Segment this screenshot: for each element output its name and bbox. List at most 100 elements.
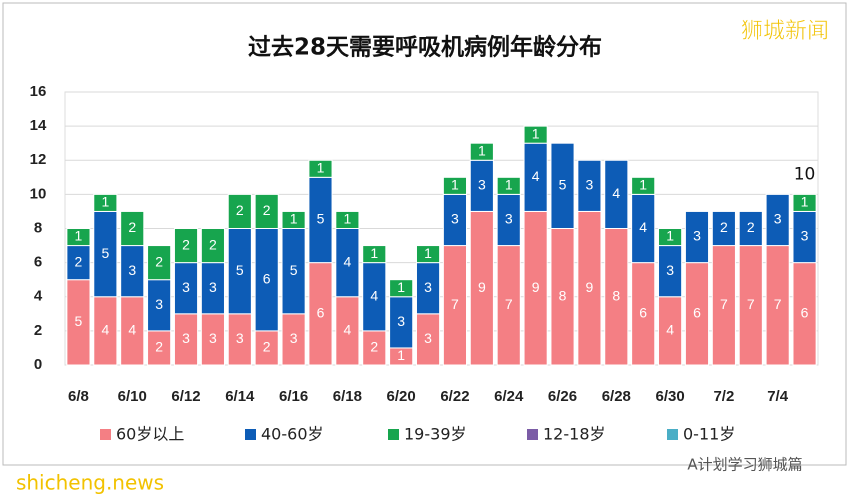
x-tick-label: 7/2 <box>713 388 734 405</box>
x-tick-label: 6/28 <box>602 388 631 405</box>
legend-marker <box>388 429 399 440</box>
data-label: 4 <box>101 322 109 338</box>
data-label: 7 <box>774 296 782 312</box>
data-label: 4 <box>532 168 540 184</box>
data-label: 2 <box>263 202 271 218</box>
data-label: 2 <box>236 202 244 218</box>
bar-segment <box>523 125 548 144</box>
bar-segment <box>362 245 387 264</box>
bar-segment <box>604 159 629 229</box>
bar-segment <box>281 210 306 229</box>
data-label: 5 <box>236 262 244 278</box>
data-label: 3 <box>774 211 782 227</box>
data-label: 7 <box>720 296 728 312</box>
data-label: 1 <box>478 142 486 158</box>
watermark-site: shicheng.news <box>16 471 164 495</box>
data-label: 3 <box>505 211 513 227</box>
data-label: 3 <box>451 211 459 227</box>
legend-label: 0-11岁 <box>683 425 735 444</box>
data-label: 3 <box>155 296 163 312</box>
x-tick-label: 6/10 <box>118 388 147 405</box>
bar-segment <box>496 176 521 195</box>
data-label: 1 <box>451 177 459 193</box>
bar-segment <box>550 142 575 229</box>
y-tick-label: 14 <box>30 117 47 134</box>
data-label: 4 <box>128 322 136 338</box>
data-label: 6 <box>263 270 271 286</box>
data-label: 3 <box>424 330 432 346</box>
bar-segment <box>658 228 683 247</box>
data-label: 7 <box>747 296 755 312</box>
x-tick-label: 6/26 <box>548 388 577 405</box>
bar-segment <box>66 228 91 247</box>
y-tick-label: 8 <box>34 219 42 236</box>
data-label: 3 <box>182 279 190 295</box>
data-label: 1 <box>75 228 83 244</box>
x-tick-label: 6/14 <box>225 388 255 405</box>
data-label: 4 <box>639 219 647 235</box>
x-tick-label: 6/20 <box>387 388 416 405</box>
data-label: 1 <box>639 177 647 193</box>
data-label: 2 <box>747 219 755 235</box>
data-label: 9 <box>532 279 540 295</box>
legend-marker <box>245 429 256 440</box>
data-label: 8 <box>559 287 567 303</box>
data-label: 4 <box>370 287 378 303</box>
chart-title: 过去28天需要呼吸机病例年龄分布 <box>248 34 602 61</box>
frame <box>2 2 847 466</box>
data-label: 3 <box>478 177 486 193</box>
data-label: 3 <box>666 262 674 278</box>
data-label: 2 <box>75 253 83 269</box>
data-label: 3 <box>801 228 809 244</box>
y-tick-label: 16 <box>30 83 47 100</box>
data-label: 1 <box>424 245 432 261</box>
data-label: 2 <box>720 219 728 235</box>
bar-segment <box>93 193 118 212</box>
bar-segment <box>765 193 790 247</box>
watermark-brand: 狮城新闻 <box>741 19 829 44</box>
legend-label: 19-39岁 <box>404 425 467 444</box>
y-tick-label: 4 <box>34 288 43 305</box>
data-label: 2 <box>128 219 136 235</box>
bar-segment <box>738 210 763 247</box>
legend-label: 60岁以上 <box>116 425 184 444</box>
data-label: 2 <box>209 236 217 252</box>
bar-segment <box>200 228 225 264</box>
x-tick-label: 6/8 <box>68 388 89 405</box>
data-label: 6 <box>317 305 325 321</box>
data-label: 6 <box>801 305 809 321</box>
data-label: 2 <box>182 236 190 252</box>
data-label: 3 <box>209 279 217 295</box>
data-label: 3 <box>693 228 701 244</box>
x-tick-label: 6/22 <box>440 388 469 405</box>
data-label: 5 <box>75 313 83 329</box>
data-label: 2 <box>370 339 378 355</box>
bar-segment <box>442 176 468 195</box>
data-label: 4 <box>343 322 351 338</box>
data-label: 5 <box>101 245 109 261</box>
data-label: 4 <box>612 185 620 201</box>
data-label: 3 <box>290 330 298 346</box>
data-label: 1 <box>801 194 809 210</box>
legend-label: 12-18岁 <box>543 425 606 444</box>
data-label: 1 <box>397 347 405 363</box>
bar-segment <box>335 210 360 229</box>
x-tick-label: 6/16 <box>279 388 308 405</box>
bar-segment <box>631 176 656 195</box>
data-label: 6 <box>639 305 647 321</box>
data-label: 2 <box>263 339 271 355</box>
watermark-account: A计划学习狮城篇 <box>687 456 802 474</box>
data-label: 4 <box>666 322 674 338</box>
bar-segment <box>254 193 279 229</box>
bar-segment <box>227 193 252 229</box>
bar-segment <box>684 210 710 264</box>
data-label: 1 <box>666 228 674 244</box>
legend-marker <box>667 429 678 440</box>
bar-segment <box>577 159 602 212</box>
data-label: 5 <box>559 177 567 193</box>
legend-marker <box>527 429 538 440</box>
data-label: 7 <box>505 296 513 312</box>
data-label: 8 <box>612 287 620 303</box>
